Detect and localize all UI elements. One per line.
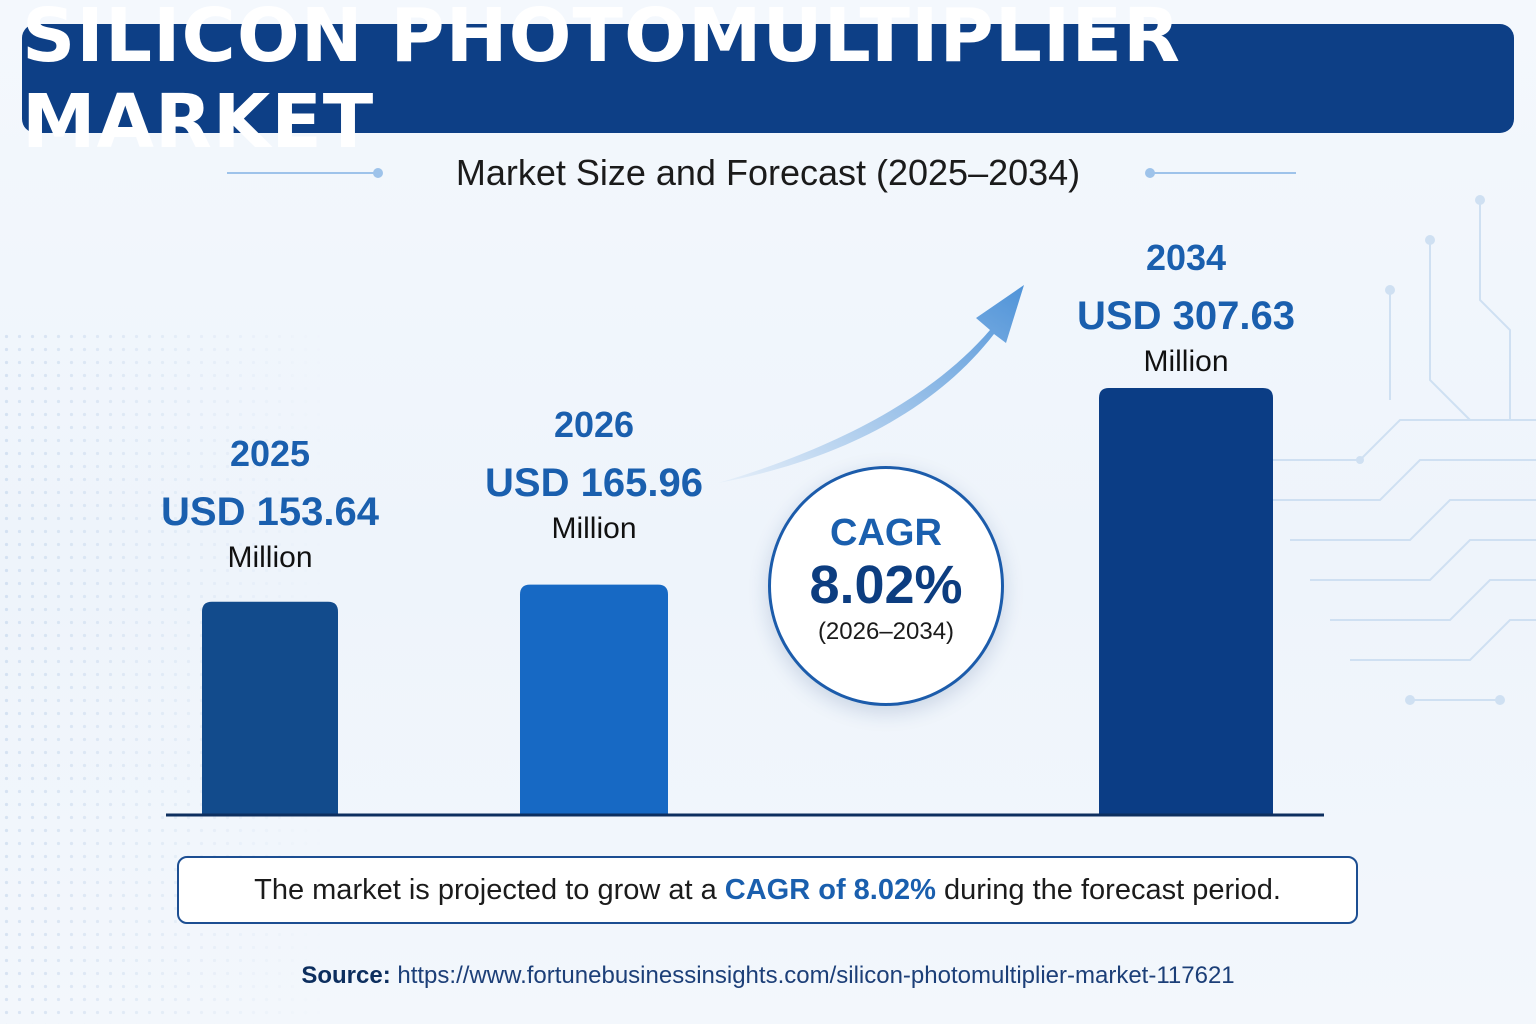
bar-label-2034: 2034 USD 307.63 Million <box>1036 238 1336 380</box>
note-prefix: The market is projected to grow at a <box>254 873 725 906</box>
note-highlight: CAGR of 8.02% <box>724 873 936 906</box>
bar-unit-label: Million <box>1143 345 1229 378</box>
cagr-value: 8.02% <box>809 555 963 615</box>
bar-unit-label: Million <box>551 511 637 545</box>
title-banner: SILICON PHOTOMULTIPLIER MARKET <box>22 0 1514 165</box>
summary-note-text: The market is projected to grow at a CAG… <box>254 874 1281 907</box>
bar-value-label: USD 153.64 <box>161 489 379 534</box>
subtitle-dot-left <box>373 168 383 178</box>
page-title: SILICON PHOTOMULTIPLIER MARKET <box>22 0 1181 165</box>
source-line: Source: https://www.fortunebusinessinsig… <box>0 962 1536 990</box>
bar-year-label: 2025 <box>229 432 311 474</box>
bar-year-label: 2034 <box>1145 237 1227 278</box>
bars-group <box>202 388 1273 815</box>
growth-arrow <box>718 285 1024 483</box>
note-suffix: during the forecast period. <box>935 873 1281 906</box>
bar-2025 <box>202 601 338 815</box>
bar-label-2025: 2025 USD 153.64 Million <box>120 432 420 576</box>
bar-year-label: 2026 <box>553 403 635 445</box>
subtitle: Market Size and Forecast (2025–2034) <box>455 152 1081 193</box>
cagr-label: CAGR <box>830 512 942 554</box>
source-label: Source: <box>301 962 391 989</box>
bar-2034 <box>1099 388 1273 815</box>
subtitle-line-left <box>227 172 377 174</box>
subtitle-line-right <box>1150 172 1296 174</box>
bar-label-2026: 2026 USD 165.96 Million <box>444 403 744 547</box>
source-url[interactable]: https://www.fortunebusinessinsights.com/… <box>397 962 1235 989</box>
bar-value-label: USD 307.63 <box>1077 294 1295 338</box>
circuit-decoration <box>1270 195 1536 705</box>
bar-2026 <box>520 584 668 815</box>
bar-unit-label: Million <box>227 540 313 574</box>
cagr-period: (2026–2034) <box>817 618 955 645</box>
bar-value-label: USD 165.96 <box>485 460 703 505</box>
cagr-badge: CAGR 8.02% (2026–2034) <box>768 466 1004 706</box>
summary-note: The market is projected to grow at a CAG… <box>177 856 1358 924</box>
